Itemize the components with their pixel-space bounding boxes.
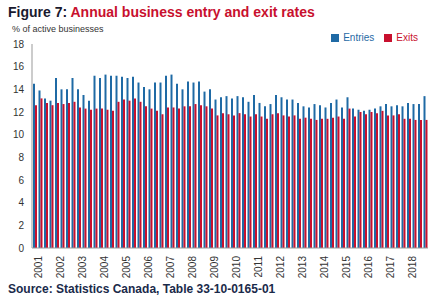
html-text:Source: Statistics Canada, Tab: Source: Statistics Canada, Table 33-10-0… — [8, 282, 276, 296]
html-text:Figure 7: Annual business entr: Figure 7: Annual business entry and exit… — [8, 4, 315, 20]
svg-text:2004: 2004 — [99, 256, 110, 279]
svg-text:2017: 2017 — [385, 256, 396, 279]
svg-text:18: 18 — [13, 39, 25, 50]
svg-text:2005: 2005 — [121, 256, 132, 279]
svg-text:2: 2 — [18, 220, 24, 231]
svg-text:10: 10 — [13, 129, 25, 140]
svg-text:8: 8 — [18, 152, 24, 163]
svg-text:2006: 2006 — [143, 256, 154, 279]
svg-text:2015: 2015 — [341, 256, 352, 279]
svg-text:2001: 2001 — [33, 256, 44, 279]
svg-text:2014: 2014 — [319, 256, 330, 279]
html-text:Entries: Entries — [343, 32, 375, 43]
svg-text:0: 0 — [18, 243, 24, 254]
svg-text:2003: 2003 — [77, 256, 88, 279]
svg-text:2018: 2018 — [407, 256, 418, 279]
svg-text:4: 4 — [18, 197, 24, 208]
svg-text:16: 16 — [13, 61, 25, 72]
svg-text:2007: 2007 — [165, 256, 176, 279]
svg-text:12: 12 — [13, 107, 25, 118]
svg-text:2010: 2010 — [231, 256, 242, 279]
svg-text:2008: 2008 — [187, 256, 198, 279]
svg-text:2013: 2013 — [297, 256, 308, 279]
svg-text:14: 14 — [13, 84, 25, 95]
html-text:% of active businesses: % of active businesses — [12, 24, 104, 34]
svg-text:2016: 2016 — [363, 256, 374, 279]
svg-text:2011: 2011 — [253, 256, 264, 278]
svg-text:2009: 2009 — [209, 256, 220, 279]
svg-text:2012: 2012 — [275, 256, 286, 279]
html-text:Exits: Exits — [396, 32, 418, 43]
svg-text:2002: 2002 — [55, 256, 66, 279]
svg-text:6: 6 — [18, 175, 24, 186]
